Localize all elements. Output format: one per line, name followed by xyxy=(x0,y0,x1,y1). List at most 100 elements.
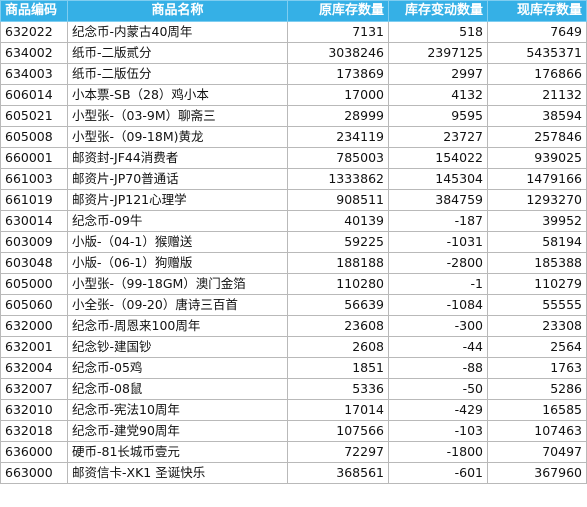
cell-product-name[interactable]: 小型张-（03-9M）聊斋三 xyxy=(68,106,288,127)
cell-current-stock[interactable]: 21132 xyxy=(488,85,587,106)
table-row[interactable]: 661003 邮资片-JP70普通话 1333862 145304 1479166 xyxy=(1,169,587,190)
cell-current-stock[interactable]: 70497 xyxy=(488,442,587,463)
cell-original-stock[interactable]: 234119 xyxy=(288,127,389,148)
cell-current-stock[interactable]: 1479166 xyxy=(488,169,587,190)
cell-stock-change[interactable]: 2397125 xyxy=(389,43,488,64)
table-row[interactable]: 632022 纪念币-内蒙古40周年 7131 518 7649 xyxy=(1,22,587,43)
cell-product-code[interactable]: 603048 xyxy=(1,253,68,274)
cell-stock-change[interactable]: 384759 xyxy=(389,190,488,211)
cell-current-stock[interactable]: 110279 xyxy=(488,274,587,295)
cell-original-stock[interactable]: 785003 xyxy=(288,148,389,169)
cell-product-name[interactable]: 小版-（04-1）猴赠送 xyxy=(68,232,288,253)
table-row[interactable]: 605060 小全张-（09-20）唐诗三百首 56639 -1084 55555 xyxy=(1,295,587,316)
cell-product-name[interactable]: 纸币-二版伍分 xyxy=(68,64,288,85)
cell-stock-change[interactable]: -1031 xyxy=(389,232,488,253)
cell-original-stock[interactable]: 5336 xyxy=(288,379,389,400)
cell-stock-change[interactable]: -429 xyxy=(389,400,488,421)
table-row[interactable]: 605008 小型张-（09-18M)黄龙 234119 23727 257846 xyxy=(1,127,587,148)
cell-current-stock[interactable]: 39952 xyxy=(488,211,587,232)
cell-product-name[interactable]: 硬币-81长城币壹元 xyxy=(68,442,288,463)
cell-original-stock[interactable]: 110280 xyxy=(288,274,389,295)
cell-product-name[interactable]: 纪念币-周恩来100周年 xyxy=(68,316,288,337)
header-original-stock[interactable]: 原库存数量 xyxy=(288,1,389,22)
table-row[interactable]: 606014 小本票-SB（28）鸡小本 17000 4132 21132 xyxy=(1,85,587,106)
cell-original-stock[interactable]: 7131 xyxy=(288,22,389,43)
cell-current-stock[interactable]: 5435371 xyxy=(488,43,587,64)
cell-product-code[interactable]: 636000 xyxy=(1,442,68,463)
cell-stock-change[interactable]: 145304 xyxy=(389,169,488,190)
cell-product-name[interactable]: 小型张-（09-18M)黄龙 xyxy=(68,127,288,148)
cell-stock-change[interactable]: -1800 xyxy=(389,442,488,463)
cell-product-code[interactable]: 632022 xyxy=(1,22,68,43)
cell-product-code[interactable]: 632004 xyxy=(1,358,68,379)
cell-product-name[interactable]: 邮资片-JP121心理学 xyxy=(68,190,288,211)
cell-product-name[interactable]: 邮资片-JP70普通话 xyxy=(68,169,288,190)
cell-current-stock[interactable]: 939025 xyxy=(488,148,587,169)
cell-product-code[interactable]: 605000 xyxy=(1,274,68,295)
cell-current-stock[interactable]: 5286 xyxy=(488,379,587,400)
cell-product-name[interactable]: 小型张-（99-18GM）澳门金箔 xyxy=(68,274,288,295)
cell-product-code[interactable]: 660001 xyxy=(1,148,68,169)
cell-current-stock[interactable]: 23308 xyxy=(488,316,587,337)
cell-stock-change[interactable]: 4132 xyxy=(389,85,488,106)
cell-original-stock[interactable]: 40139 xyxy=(288,211,389,232)
header-product-code[interactable]: 商品编码 xyxy=(1,1,68,22)
cell-stock-change[interactable]: -103 xyxy=(389,421,488,442)
cell-stock-change[interactable]: 23727 xyxy=(389,127,488,148)
cell-current-stock[interactable]: 107463 xyxy=(488,421,587,442)
cell-product-code[interactable]: 634003 xyxy=(1,64,68,85)
cell-stock-change[interactable]: 518 xyxy=(389,22,488,43)
cell-product-code[interactable]: 606014 xyxy=(1,85,68,106)
table-row[interactable]: 632018 纪念币-建党90周年 107566 -103 107463 xyxy=(1,421,587,442)
cell-original-stock[interactable]: 1851 xyxy=(288,358,389,379)
cell-product-code[interactable]: 630014 xyxy=(1,211,68,232)
cell-stock-change[interactable]: -88 xyxy=(389,358,488,379)
table-row[interactable]: 632010 纪念币-宪法10周年 17014 -429 16585 xyxy=(1,400,587,421)
table-row[interactable]: 663000 邮资信卡-XK1 圣诞快乐 368561 -601 367960 xyxy=(1,463,587,484)
cell-stock-change[interactable]: -50 xyxy=(389,379,488,400)
cell-stock-change[interactable]: -44 xyxy=(389,337,488,358)
header-product-name[interactable]: 商品名称 xyxy=(68,1,288,22)
cell-product-code[interactable]: 632018 xyxy=(1,421,68,442)
cell-stock-change[interactable]: -1084 xyxy=(389,295,488,316)
table-row[interactable]: 634002 纸币-二版贰分 3038246 2397125 5435371 xyxy=(1,43,587,64)
table-row[interactable]: 605000 小型张-（99-18GM）澳门金箔 110280 -1 110279 xyxy=(1,274,587,295)
cell-product-code[interactable]: 605008 xyxy=(1,127,68,148)
cell-original-stock[interactable]: 908511 xyxy=(288,190,389,211)
cell-product-code[interactable]: 632007 xyxy=(1,379,68,400)
table-row[interactable]: 632001 纪念钞-建国钞 2608 -44 2564 xyxy=(1,337,587,358)
cell-stock-change[interactable]: 2997 xyxy=(389,64,488,85)
cell-current-stock[interactable]: 58194 xyxy=(488,232,587,253)
cell-current-stock[interactable]: 367960 xyxy=(488,463,587,484)
cell-original-stock[interactable]: 368561 xyxy=(288,463,389,484)
cell-product-name[interactable]: 纪念币-05鸡 xyxy=(68,358,288,379)
cell-product-name[interactable]: 纸币-二版贰分 xyxy=(68,43,288,64)
header-stock-change[interactable]: 库存变动数量 xyxy=(389,1,488,22)
cell-product-code[interactable]: 603009 xyxy=(1,232,68,253)
cell-current-stock[interactable]: 16585 xyxy=(488,400,587,421)
cell-product-name[interactable]: 邮资封-JF44消费者 xyxy=(68,148,288,169)
cell-current-stock[interactable]: 1763 xyxy=(488,358,587,379)
cell-current-stock[interactable]: 185388 xyxy=(488,253,587,274)
cell-product-name[interactable]: 小全张-（09-20）唐诗三百首 xyxy=(68,295,288,316)
cell-stock-change[interactable]: -601 xyxy=(389,463,488,484)
cell-product-code[interactable]: 632001 xyxy=(1,337,68,358)
cell-product-name[interactable]: 纪念币-09牛 xyxy=(68,211,288,232)
cell-current-stock[interactable]: 257846 xyxy=(488,127,587,148)
cell-product-code[interactable]: 661003 xyxy=(1,169,68,190)
table-row[interactable]: 632007 纪念币-08鼠 5336 -50 5286 xyxy=(1,379,587,400)
cell-product-code[interactable]: 605021 xyxy=(1,106,68,127)
table-row[interactable]: 661019 邮资片-JP121心理学 908511 384759 1293270 xyxy=(1,190,587,211)
cell-original-stock[interactable]: 2608 xyxy=(288,337,389,358)
cell-product-name[interactable]: 纪念钞-建国钞 xyxy=(68,337,288,358)
cell-product-name[interactable]: 纪念币-内蒙古40周年 xyxy=(68,22,288,43)
cell-stock-change[interactable]: -2800 xyxy=(389,253,488,274)
table-row[interactable]: 603048 小版-（06-1）狗赠版 188188 -2800 185388 xyxy=(1,253,587,274)
cell-original-stock[interactable]: 1333862 xyxy=(288,169,389,190)
cell-original-stock[interactable]: 59225 xyxy=(288,232,389,253)
cell-product-name[interactable]: 小本票-SB（28）鸡小本 xyxy=(68,85,288,106)
cell-stock-change[interactable]: -187 xyxy=(389,211,488,232)
table-row[interactable]: 605021 小型张-（03-9M）聊斋三 28999 9595 38594 xyxy=(1,106,587,127)
cell-stock-change[interactable]: 9595 xyxy=(389,106,488,127)
cell-original-stock[interactable]: 173869 xyxy=(288,64,389,85)
